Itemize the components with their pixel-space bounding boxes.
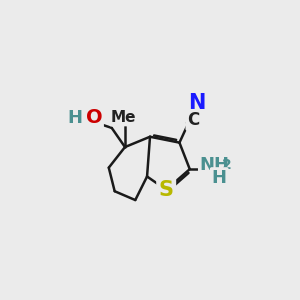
Text: C: C (188, 111, 200, 129)
Text: N: N (188, 93, 206, 113)
Text: O: O (86, 108, 102, 127)
Text: 2: 2 (222, 158, 231, 172)
Text: NH: NH (200, 156, 230, 174)
Text: Me: Me (111, 110, 136, 125)
Text: H: H (67, 109, 82, 127)
Text: H: H (212, 169, 227, 187)
Text: S: S (159, 180, 174, 200)
